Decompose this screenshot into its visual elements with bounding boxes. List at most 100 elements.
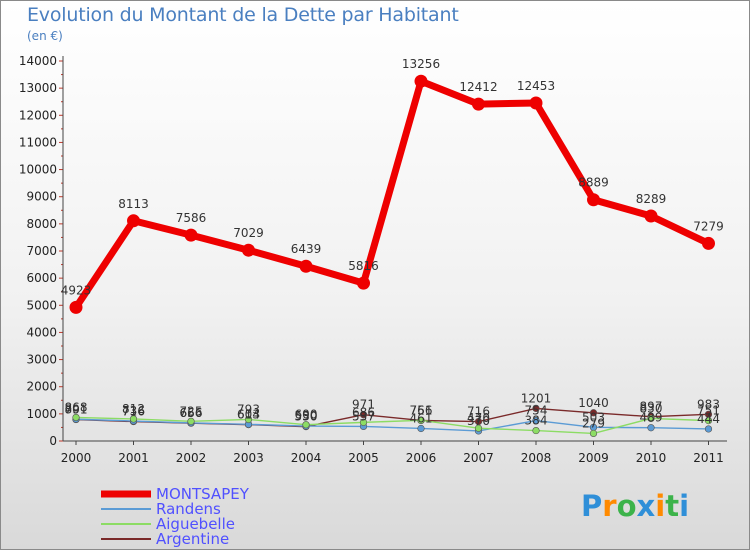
x-tick-label: 2002 bbox=[176, 451, 207, 465]
logo-letter: t bbox=[665, 489, 680, 523]
x-tick-label: 2004 bbox=[291, 451, 322, 465]
data-label: 6439 bbox=[291, 242, 322, 256]
data-label: 384 bbox=[525, 414, 548, 428]
y-tick-label: 9000 bbox=[26, 190, 57, 204]
x-tick-label: 2008 bbox=[521, 451, 552, 465]
data-point bbox=[244, 415, 253, 424]
data-label: 470 bbox=[467, 411, 490, 425]
y-tick-label: 4000 bbox=[26, 325, 57, 339]
data-label: 725 bbox=[180, 404, 203, 418]
data-label: 736 bbox=[122, 404, 145, 418]
data-label: 716 bbox=[467, 405, 490, 419]
y-tick-label: 10000 bbox=[19, 163, 57, 177]
series-line-aiguebelle bbox=[75, 416, 710, 435]
data-label: 791 bbox=[65, 403, 88, 417]
x-tick-label: 2003 bbox=[233, 451, 264, 465]
data-point bbox=[589, 429, 598, 438]
legend-label-argentine: Argentine bbox=[156, 530, 229, 548]
data-label: 8289 bbox=[636, 192, 667, 206]
data-labels: 791 716 656 603 530 971 756 716 1201 1040 897 983 80… bbox=[61, 57, 724, 430]
data-point bbox=[647, 414, 655, 423]
data-label: 812 bbox=[122, 402, 145, 416]
data-label: 444 bbox=[697, 412, 720, 426]
data-label: 1201 bbox=[521, 391, 552, 405]
data-label: 1040 bbox=[578, 396, 609, 410]
logo-letter: r bbox=[602, 489, 617, 523]
data-label: 8113 bbox=[118, 197, 149, 211]
y-tick-label: 7000 bbox=[26, 244, 57, 258]
data-label: 537 bbox=[352, 409, 375, 423]
data-label: 8889 bbox=[578, 176, 609, 190]
data-label: 830 bbox=[640, 401, 663, 415]
data-label: 868 bbox=[65, 400, 88, 414]
y-tick-label: 3000 bbox=[26, 353, 57, 367]
data-label: 897 bbox=[640, 400, 663, 414]
y-tick-label: 11000 bbox=[19, 135, 57, 149]
data-point bbox=[472, 97, 485, 111]
y-tick-label: 0 bbox=[49, 434, 57, 448]
data-point bbox=[187, 417, 195, 425]
data-point bbox=[184, 228, 198, 242]
data-point bbox=[69, 300, 83, 314]
data-point bbox=[589, 409, 598, 417]
data-label: 5816 bbox=[348, 259, 379, 273]
data-point bbox=[359, 411, 368, 419]
data-label: 756 bbox=[410, 403, 433, 417]
data-point bbox=[532, 404, 540, 413]
x-tick-label: 2006 bbox=[406, 451, 437, 465]
data-point bbox=[474, 424, 483, 432]
data-point bbox=[357, 276, 370, 290]
x-tick-label: 2009 bbox=[578, 451, 609, 465]
x-tick-label: 2000 bbox=[61, 451, 92, 465]
y-tick-label: 8000 bbox=[26, 217, 57, 231]
y-tick-label: 6000 bbox=[26, 271, 57, 285]
data-label: 983 bbox=[697, 397, 720, 411]
logo-letter: i bbox=[679, 489, 690, 523]
data-point bbox=[532, 416, 540, 425]
data-label: 550 bbox=[295, 409, 318, 423]
data-label: 461 bbox=[410, 411, 433, 425]
data-label: 7586 bbox=[176, 211, 207, 225]
axes: 0 1000 2000 3000 4000 5000 6000 7000 8000 9000 100… bbox=[19, 54, 727, 465]
proxiti-logo: Proxiti bbox=[581, 489, 689, 523]
series-line-argentine bbox=[75, 407, 710, 428]
data-point bbox=[299, 259, 313, 273]
data-label: 614 bbox=[237, 407, 260, 421]
data-point bbox=[704, 425, 713, 433]
y-tick-label: 2000 bbox=[26, 380, 57, 394]
data-point bbox=[127, 214, 140, 228]
data-label: 4923 bbox=[61, 283, 92, 297]
data-point bbox=[129, 415, 138, 423]
data-label: 7279 bbox=[693, 219, 724, 233]
data-label: 801 bbox=[65, 402, 88, 416]
data-label: 686 bbox=[352, 405, 375, 419]
data-label: 13256 bbox=[402, 57, 440, 71]
data-point bbox=[704, 417, 713, 425]
data-label: 751 bbox=[697, 404, 720, 418]
data-point bbox=[359, 418, 368, 426]
data-label: 279 bbox=[582, 416, 605, 430]
y-tick-label: 14000 bbox=[19, 54, 57, 68]
data-point bbox=[644, 209, 658, 223]
logo-letter: i bbox=[655, 489, 666, 523]
data-label: 716 bbox=[122, 405, 145, 419]
data-point bbox=[417, 424, 425, 433]
logo-letter: x bbox=[636, 489, 656, 523]
data-point bbox=[532, 426, 540, 435]
chart-title: Evolution du Montant de la Dette par Hab… bbox=[27, 4, 459, 26]
y-tick-label: 5000 bbox=[26, 298, 57, 312]
y-tick-label: 13000 bbox=[19, 81, 57, 95]
x-tick-label: 2011 bbox=[693, 451, 724, 465]
data-label: 971 bbox=[352, 398, 375, 412]
data-label: 793 bbox=[237, 402, 260, 416]
series-line-montsapey bbox=[72, 77, 712, 311]
y-tick-label: 12000 bbox=[19, 108, 57, 122]
logo-letter: o bbox=[616, 489, 637, 523]
x-tick-label: 2001 bbox=[118, 451, 149, 465]
x-tick-label: 2005 bbox=[348, 451, 379, 465]
data-label: 754 bbox=[525, 404, 548, 418]
data-label: 370 bbox=[467, 414, 490, 428]
data-label: 12412 bbox=[459, 80, 497, 94]
